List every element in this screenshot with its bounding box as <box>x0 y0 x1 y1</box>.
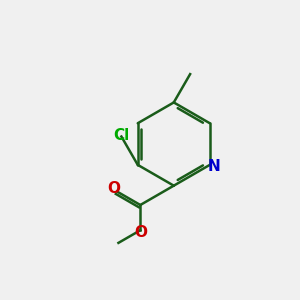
Text: O: O <box>134 225 147 240</box>
Text: O: O <box>107 181 120 196</box>
Text: Cl: Cl <box>113 128 130 142</box>
Text: N: N <box>208 159 220 174</box>
